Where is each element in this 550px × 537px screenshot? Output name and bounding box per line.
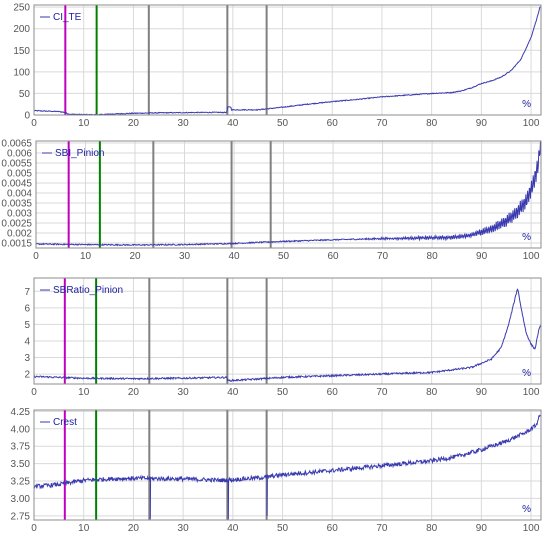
x-tick-label: 60 bbox=[327, 387, 339, 398]
y-tick-label: 0 bbox=[24, 111, 30, 122]
legend-label: Crest bbox=[53, 417, 77, 428]
x-tick-label: 100 bbox=[523, 251, 540, 262]
y-tick-label: 3.50 bbox=[11, 459, 31, 470]
x-tick-label: 80 bbox=[426, 387, 438, 398]
y-tick-label: 250 bbox=[13, 3, 30, 14]
plot-frame bbox=[33, 4, 542, 116]
x-tick-label: 90 bbox=[476, 387, 488, 398]
x-tick-label: 20 bbox=[128, 387, 140, 398]
y-tick-label: 4.00 bbox=[11, 424, 31, 435]
x-tick-label: 50 bbox=[277, 523, 289, 534]
series-line bbox=[33, 6, 541, 116]
x-tick-label: 30 bbox=[178, 118, 190, 129]
x-tick-label: 30 bbox=[178, 387, 190, 398]
x-unit-label: % bbox=[522, 504, 531, 515]
legend-label: CI_TE bbox=[53, 12, 82, 23]
x-tick-label: 60 bbox=[327, 251, 339, 262]
x-tick-label: 40 bbox=[227, 387, 239, 398]
legend-label: SBRatio_Pinion bbox=[53, 285, 123, 296]
x-tick-label: 70 bbox=[376, 118, 388, 129]
y-tick-label: 100 bbox=[13, 67, 30, 78]
y-tick-label: 2 bbox=[24, 370, 30, 381]
x-tick-label: 80 bbox=[426, 523, 438, 534]
series-line bbox=[33, 414, 541, 520]
x-tick-label: 70 bbox=[376, 387, 388, 398]
y-tick-label: 50 bbox=[19, 89, 31, 100]
series-line bbox=[35, 140, 541, 247]
x-unit-label: % bbox=[522, 368, 531, 379]
y-tick-label: 0.002 bbox=[7, 229, 32, 240]
x-unit-label: % bbox=[522, 232, 531, 243]
y-tick-label: 6 bbox=[24, 303, 30, 314]
chart-panel-1: 0 10 20 30 40 50 60 70 80 90 100 0 50 100 150 200 250 CI_… bbox=[13, 3, 542, 129]
x-tick-label: 100 bbox=[523, 523, 540, 534]
x-tick-label: 90 bbox=[476, 523, 488, 534]
x-tick-label: 0 bbox=[31, 387, 37, 398]
chart-panel-3: 0 10 20 30 40 50 60 70 80 90 100 2 3 4 5 6 7 SBRatio_Pini… bbox=[24, 277, 542, 398]
series-line bbox=[33, 288, 541, 383]
x-tick-label: 20 bbox=[128, 118, 140, 129]
x-tick-label: 60 bbox=[327, 118, 339, 129]
y-tick-label: 2.75 bbox=[11, 511, 31, 522]
y-tick-label: 200 bbox=[13, 24, 30, 35]
x-tick-label: 100 bbox=[523, 118, 540, 129]
y-tick-label: 0.0025 bbox=[1, 219, 32, 230]
y-tick-label: 150 bbox=[13, 46, 30, 57]
y-tick-label: 3.00 bbox=[11, 494, 31, 505]
x-tick-label: 80 bbox=[427, 251, 439, 262]
x-tick-label: 0 bbox=[31, 118, 37, 129]
x-tick-label: 0 bbox=[31, 523, 37, 534]
x-tick-label: 70 bbox=[377, 251, 389, 262]
y-tick-label: 0.005 bbox=[7, 169, 32, 180]
x-tick-label: 10 bbox=[78, 118, 90, 129]
y-tick-label: 0.0015 bbox=[1, 239, 32, 250]
x-tick-label: 30 bbox=[178, 523, 190, 534]
y-tick-label: 3 bbox=[24, 353, 30, 364]
y-tick-label: 0.006 bbox=[7, 149, 32, 160]
plot-frame bbox=[33, 277, 542, 385]
x-tick-label: 20 bbox=[128, 523, 140, 534]
chart-panel-2: 0 10 20 30 40 50 60 70 80 90 1000.00150.0020.00250… bbox=[1, 139, 542, 262]
x-tick-label: 80 bbox=[426, 118, 438, 129]
y-tick-label: 0.004 bbox=[7, 189, 32, 200]
plot-frame bbox=[33, 409, 542, 521]
y-tick-label: 4 bbox=[24, 336, 30, 347]
y-tick-label: 0.0045 bbox=[1, 179, 32, 190]
x-tick-label: 10 bbox=[78, 523, 90, 534]
x-tick-label: 50 bbox=[277, 387, 289, 398]
chart-panel-4: 0 10 20 30 40 50 60 70 80 90 100 2.75 3.00 3.25 3.50 3.… bbox=[11, 407, 542, 534]
x-unit-label: % bbox=[522, 99, 531, 110]
x-tick-label: 40 bbox=[228, 251, 240, 262]
x-tick-label: 40 bbox=[227, 118, 239, 129]
x-tick-label: 50 bbox=[277, 118, 289, 129]
plot-area bbox=[34, 410, 541, 520]
y-tick-label: 0.003 bbox=[7, 209, 32, 220]
y-tick-label: 7 bbox=[24, 287, 30, 298]
plot-area bbox=[34, 5, 541, 115]
x-tick-label: 10 bbox=[78, 387, 90, 398]
y-tick-label: 0.0065 bbox=[1, 139, 32, 150]
x-tick-label: 0 bbox=[33, 251, 39, 262]
x-tick-label: 40 bbox=[227, 523, 239, 534]
x-tick-label: 10 bbox=[80, 251, 92, 262]
x-tick-label: 30 bbox=[179, 251, 191, 262]
x-tick-label: 90 bbox=[476, 251, 488, 262]
x-tick-label: 70 bbox=[376, 523, 388, 534]
plot-area bbox=[34, 278, 541, 384]
y-tick-label: 4.25 bbox=[11, 407, 31, 418]
y-tick-label: 0.0055 bbox=[1, 159, 32, 170]
y-tick-label: 3.25 bbox=[11, 477, 31, 488]
plot-area bbox=[36, 141, 541, 248]
x-tick-label: 20 bbox=[129, 251, 141, 262]
x-tick-label: 60 bbox=[327, 523, 339, 534]
legend-label: SBI_Pinion bbox=[55, 148, 104, 159]
x-tick-label: 50 bbox=[278, 251, 290, 262]
plot-frame bbox=[35, 140, 542, 249]
y-tick-label: 5 bbox=[24, 320, 30, 331]
y-tick-label: 3.75 bbox=[11, 442, 31, 453]
x-tick-label: 90 bbox=[476, 118, 488, 129]
x-tick-label: 100 bbox=[523, 387, 540, 398]
y-tick-label: 0.0035 bbox=[1, 199, 32, 210]
